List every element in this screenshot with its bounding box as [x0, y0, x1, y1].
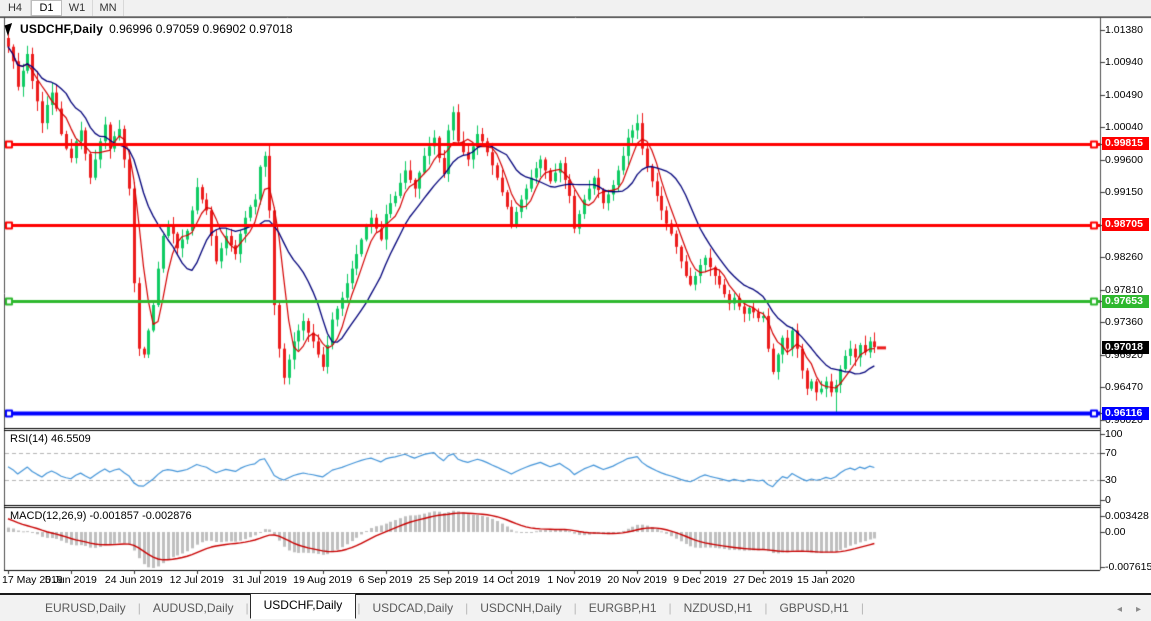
- price-axis-label: 1.00490: [1105, 88, 1143, 101]
- chart-tab-usdcad[interactable]: USDCAD,Daily: [372, 601, 454, 615]
- date-axis-label: 25 Sep 2019: [418, 574, 479, 586]
- price-axis-label: 0.97810: [1105, 283, 1143, 296]
- price-axis-label: 0.99150: [1105, 186, 1143, 199]
- tab-separator: |: [357, 601, 361, 615]
- price-axis-label: 0.97360: [1105, 316, 1143, 329]
- tab-scroll-left-icon[interactable]: ◂: [1116, 603, 1122, 615]
- rsi-axis-label: 30: [1105, 474, 1117, 487]
- date-axis-label: 27 Dec 2019: [733, 574, 793, 586]
- cursor-arrow-icon: [4, 22, 16, 36]
- chart-tab-eurgbp[interactable]: EURGBP,H1: [588, 601, 657, 615]
- price-level-label: 0.98705: [1102, 218, 1149, 232]
- date-axis-label: 6 Sep 2019: [358, 574, 413, 586]
- price-chart-canvas[interactable]: [0, 17, 1151, 593]
- tab-separator: |: [245, 601, 249, 615]
- price-level-label: 0.99815: [1102, 137, 1149, 151]
- price-axis-label: 1.01380: [1105, 24, 1143, 36]
- tab-separator: |: [668, 601, 672, 615]
- date-axis-label: 17 May 2019: [2, 574, 63, 586]
- date-axis-label: 15 Jan 2020: [797, 574, 855, 586]
- price-axis-label: 1.00940: [1105, 56, 1143, 68]
- rsi-axis-label: 0: [1105, 494, 1111, 506]
- chart-area: USDCHF,Daily 0.96996 0.97059 0.96902 0.9…: [0, 17, 1151, 593]
- date-axis-label: 12 Jul 2019: [169, 574, 224, 586]
- date-axis-label: 31 Jul 2019: [232, 574, 287, 586]
- tab-separator: |: [573, 601, 577, 615]
- date-axis-label: 9 Dec 2019: [673, 574, 727, 586]
- tab-separator: |: [860, 601, 864, 615]
- macd-axis-label: 0.003428: [1105, 510, 1149, 523]
- tab-separator: |: [465, 601, 469, 615]
- timeframe-button-mn[interactable]: MN: [93, 0, 124, 16]
- date-axis-label: 1 Nov 2019: [547, 574, 602, 586]
- date-axis-label: 19 Aug 2019: [293, 574, 353, 586]
- timeframe-button-d1[interactable]: D1: [31, 0, 62, 16]
- chart-symbol-title: USDCHF,Daily: [20, 22, 104, 36]
- chart-tab-eurusd[interactable]: EURUSD,Daily: [45, 601, 126, 615]
- tab-separator: |: [137, 601, 141, 615]
- rsi-indicator-label: RSI(14) 46.5509: [10, 433, 91, 445]
- date-axis-label: 20 Nov 2019: [607, 574, 667, 586]
- chart-tab-nzdusd[interactable]: NZDUSD,H1: [683, 601, 753, 615]
- price-level-label: 0.97653: [1102, 294, 1149, 308]
- price-axis-label: 1.00040: [1105, 121, 1143, 134]
- macd-axis-label: -0.007615: [1105, 560, 1151, 573]
- timeframe-button-h4[interactable]: H4: [0, 0, 31, 16]
- price-axis-label: 0.98260: [1105, 251, 1143, 263]
- price-level-label: 0.96116: [1102, 406, 1149, 420]
- date-axis-label: 24 Jun 2019: [104, 574, 163, 586]
- rsi-axis-label: 70: [1105, 447, 1117, 460]
- timeframe-button-w1[interactable]: W1: [62, 0, 93, 16]
- chart-ohlc-values: 0.96996 0.97059 0.96902 0.97018: [109, 22, 293, 36]
- chart-title-row: USDCHF,Daily 0.96996 0.97059 0.96902 0.9…: [4, 22, 293, 36]
- macd-axis-label: 0.00: [1105, 526, 1126, 538]
- chart-tab-usdchf[interactable]: USDCHF,Daily: [249, 592, 357, 619]
- macd-indicator-label: MACD(12,26,9) -0.001857 -0.002876: [10, 510, 192, 522]
- timeframe-toolbar: H4 D1 W1 MN: [0, 0, 1151, 17]
- chart-tab-usdcnh[interactable]: USDCNH,Daily: [480, 601, 562, 615]
- date-axis-label: 14 Oct 2019: [482, 574, 540, 586]
- date-axis-label: 5 Jun 2019: [44, 574, 97, 586]
- chart-tab-gbpusd[interactable]: GBPUSD,H1: [779, 601, 849, 615]
- tab-scroll-right-icon[interactable]: ▸: [1135, 603, 1141, 615]
- price-axis-label: 0.96470: [1105, 381, 1143, 394]
- tab-separator: |: [764, 601, 768, 615]
- chart-tab-audusd[interactable]: AUDUSD,Daily: [152, 601, 234, 615]
- chart-tab-bar: EURUSD,Daily | AUDUSD,Daily | USDCHF,Daily | U…: [0, 592, 1151, 621]
- tab-scroll-arrows: ◂ ▸: [1117, 604, 1141, 615]
- rsi-axis-label: 100: [1105, 427, 1123, 440]
- price-axis-label: 0.99600: [1105, 153, 1143, 166]
- current-price-label: 0.97018: [1102, 340, 1149, 354]
